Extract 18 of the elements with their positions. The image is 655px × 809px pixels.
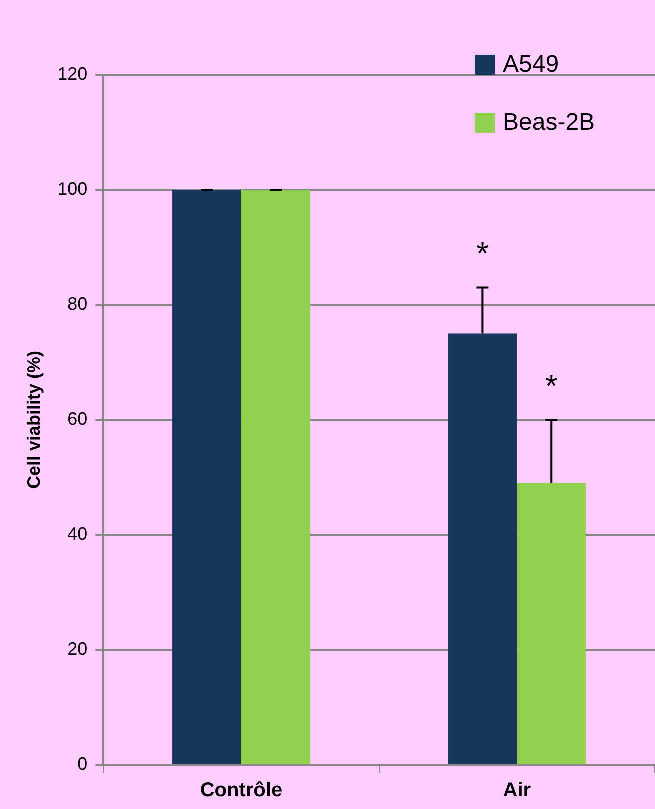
y-tick-label: 0 [78,754,88,774]
bar [172,190,242,764]
bar [448,334,518,764]
x-tick-label: Contrôle [200,780,283,802]
y-tick-label: 40 [68,524,88,544]
y-tick-label: 100 [58,178,88,199]
y-axis-title: Cell viability (%) [24,350,44,490]
annotation: * [545,368,558,404]
legend-label: Beas-2B [503,109,596,137]
annotation: * [476,236,489,272]
bar [241,190,310,764]
y-tick-label: 120 [58,64,88,84]
y-tick-label: 60 [68,408,88,429]
y-tick-label: 20 [68,638,88,659]
bar [517,483,586,764]
legend-label: A549 [503,51,560,79]
y-tick-label: 80 [68,294,88,314]
x-tick-label: Air [503,780,532,802]
